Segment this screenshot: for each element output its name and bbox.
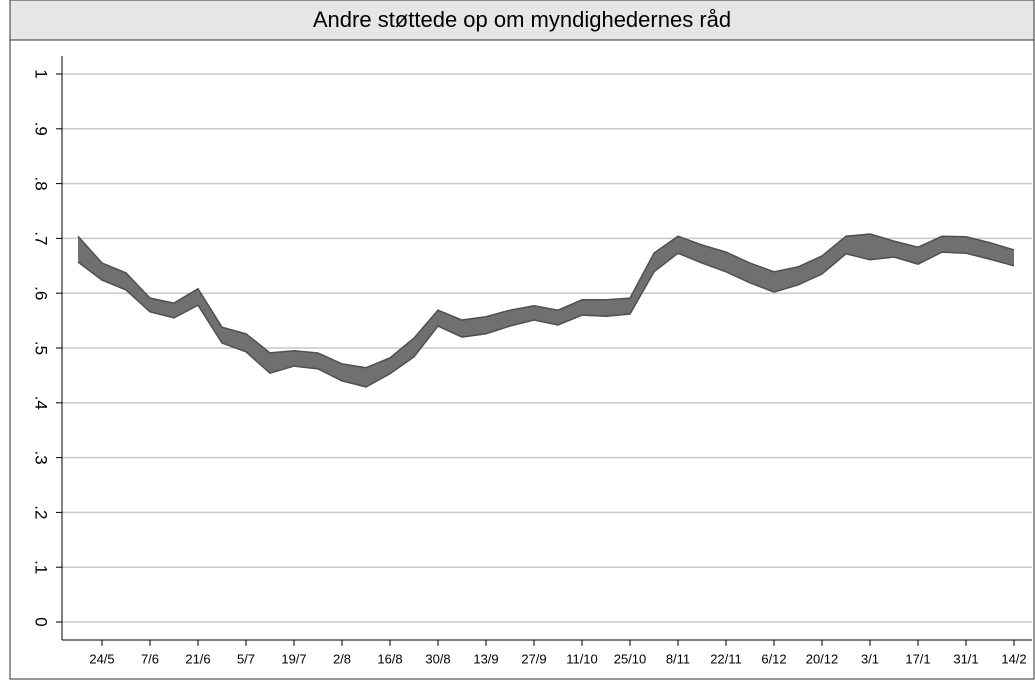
x-tick-label: 6/12 xyxy=(761,651,786,666)
x-tick-label: 11/10 xyxy=(566,651,598,666)
x-tick-label: 5/7 xyxy=(237,651,255,666)
x-tick-label: 20/12 xyxy=(806,651,839,666)
y-tick-label: .6 xyxy=(32,286,51,300)
x-tick-label: 25/10 xyxy=(614,651,647,666)
x-tick-label: 27/9 xyxy=(521,651,546,666)
x-tick-label: 17/1 xyxy=(905,651,930,666)
x-tick-label: 21/6 xyxy=(185,651,210,666)
y-tick-label: .7 xyxy=(32,231,51,245)
x-tick-label: 7/6 xyxy=(141,651,159,666)
x-tick-label: 19/7 xyxy=(281,651,306,666)
x-tick-label: 13/9 xyxy=(473,651,498,666)
y-tick-label: .9 xyxy=(32,122,51,136)
x-tick-label: 2/8 xyxy=(333,651,351,666)
y-tick-label: 0 xyxy=(32,617,51,626)
y-tick-label: .5 xyxy=(32,341,51,355)
lower-edge xyxy=(77,251,1015,388)
chart-title: Andre støttede op om myndighedernes råd xyxy=(313,7,731,32)
x-tick-label: 24/5 xyxy=(89,651,114,666)
y-tick-label: .1 xyxy=(32,560,51,574)
x-tick-label: 8/11 xyxy=(666,651,690,666)
x-tick-label: 3/1 xyxy=(861,651,879,666)
confidence-band xyxy=(78,234,1014,387)
x-tick-label: 14/2 xyxy=(1001,651,1026,666)
y-tick-label: 1 xyxy=(32,69,51,78)
frame xyxy=(9,39,1035,680)
y-tick-label: .8 xyxy=(32,177,51,191)
y-tick-label: .2 xyxy=(32,505,51,519)
x-tick-label: 16/8 xyxy=(377,651,402,666)
upper-edge xyxy=(77,233,1015,369)
y-tick-label: .4 xyxy=(32,396,51,410)
title-bar xyxy=(9,0,1035,41)
y-tick-label: .3 xyxy=(32,451,51,465)
x-tick-label: 22/11 xyxy=(710,651,742,666)
x-tick-label: 30/8 xyxy=(425,651,450,666)
x-tick-label: 31/1 xyxy=(953,651,978,666)
